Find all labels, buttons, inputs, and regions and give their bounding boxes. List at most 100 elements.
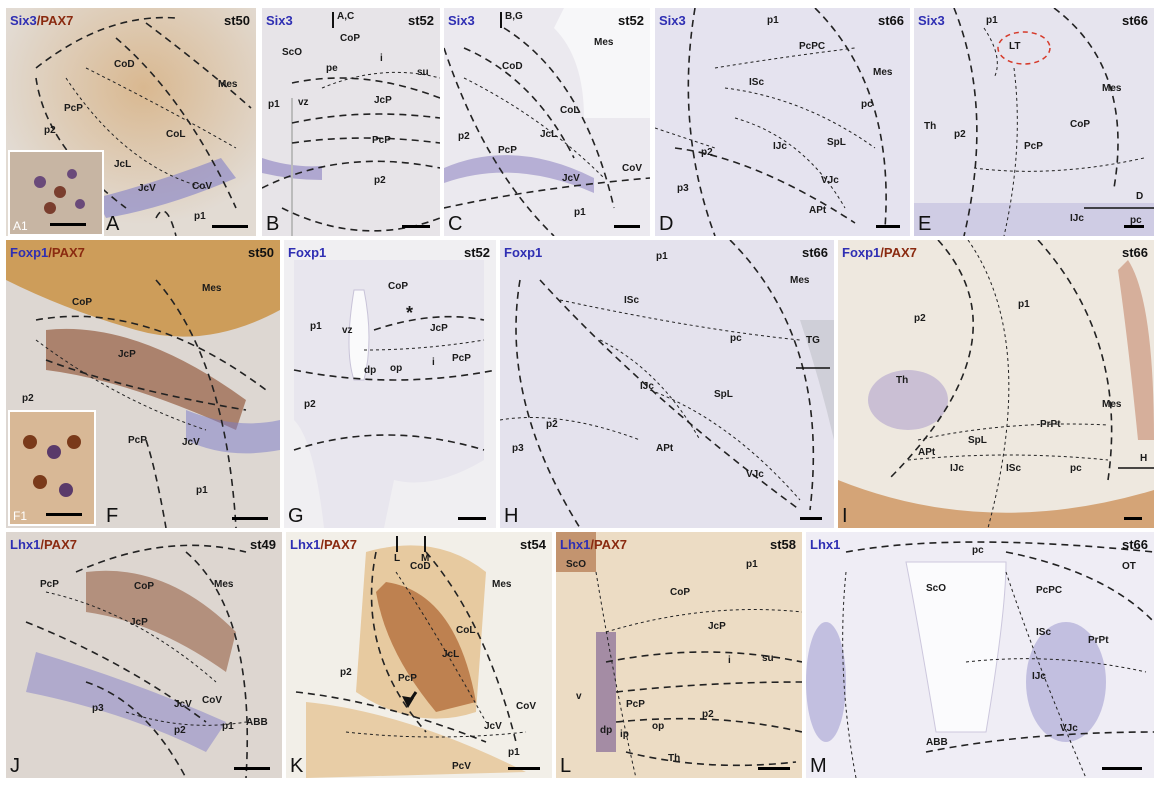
scale-bar [234, 767, 270, 770]
region-label: JcP [374, 95, 392, 106]
stain-foxp1: Foxp1 [10, 245, 49, 260]
stage-label: st66 [1121, 13, 1148, 28]
panel-f: Foxp1/PAX7 st50 CoP Mes JcP p2 PcP JcV p… [6, 240, 280, 528]
scale-bar [800, 517, 822, 520]
panel-letter: E [918, 213, 932, 235]
panel-c-tissue [444, 8, 650, 236]
region-label: CoL [560, 105, 580, 116]
region-label: VJc [821, 175, 839, 186]
region-label: CoL [166, 129, 186, 140]
scale-bar [50, 223, 86, 226]
panel-h: Foxp1 st66 p1 Mes ISc pc TG IJc SpL p2 p… [500, 240, 834, 528]
region-label: p2 [44, 125, 56, 136]
stain-pax7: PAX7 [323, 537, 357, 552]
region-label: VJc [1060, 723, 1078, 734]
region-label: Mes [202, 283, 222, 294]
panel-l: Lhx1/PAX7 st58 ScO CoP p1 JcP i su v PcP… [556, 532, 802, 778]
section-marker [332, 12, 334, 28]
region-label: PcP [498, 145, 517, 156]
region-label: su [417, 67, 429, 78]
inset-f1: F1 [8, 410, 96, 526]
region-label: p2 [22, 393, 34, 404]
region-label: op [652, 721, 665, 732]
region-label: SpL [827, 137, 846, 148]
region-label: dp [364, 365, 377, 376]
section-marker-label: A,C [337, 11, 355, 22]
region-label: p1 [1018, 299, 1030, 310]
region-label: CoL [456, 625, 476, 636]
stain-pax7: PAX7 [40, 13, 74, 28]
region-label: p2 [914, 313, 926, 324]
stain-six3: Six3 [659, 13, 686, 28]
region-label: LT [1009, 41, 1021, 52]
region-label: OT [1122, 561, 1136, 572]
scale-bar [758, 767, 790, 770]
region-label: CoP [1070, 119, 1090, 130]
region-label: PcPC [799, 41, 826, 52]
scale-bar [232, 517, 268, 520]
region-label: APt [809, 205, 827, 216]
region-label: p1 [310, 321, 322, 332]
panel-e: Six3 st66 p1 LT Mes Th p2 CoP PcP IJc pc… [914, 8, 1154, 236]
stage-label: st66 [1121, 537, 1148, 552]
region-label: p2 [546, 419, 558, 430]
region-label: JcV [562, 173, 580, 184]
panel-g: Foxp1 st52 CoP * p1 vz JcP dp op i PcP p… [284, 240, 496, 528]
stain-six3: Six3 [10, 13, 37, 28]
stage-label: st49 [249, 537, 276, 552]
region-label: ScO [926, 583, 947, 594]
panel-letter: C [448, 213, 463, 235]
stain-lhx1: Lhx1 [10, 537, 41, 552]
region-label: Mes [1102, 83, 1122, 94]
stain-foxp1: Foxp1 [288, 245, 327, 260]
scale-bar [1102, 767, 1142, 770]
region-label: IJc [1032, 671, 1046, 682]
region-label: p1 [656, 251, 668, 262]
region-label: pc [972, 545, 984, 556]
panel-g-tissue [293, 260, 496, 528]
region-label: PcV [452, 761, 471, 772]
region-label: ABB [926, 737, 948, 748]
panel-m-tissue [806, 541, 1154, 778]
region-label: p1 [268, 99, 280, 110]
stain-lhx1: Lhx1 [290, 537, 321, 552]
region-label: Mes [594, 37, 614, 48]
region-label: p1 [767, 15, 779, 26]
region-label: p1 [222, 721, 234, 732]
inset-label: F1 [13, 509, 28, 523]
panel-b: Six3 st52 A,C ScO CoP pe i su p1 vz JcP … [262, 8, 440, 236]
region-label: dp [600, 725, 613, 736]
panel-letter: D [659, 213, 674, 235]
region-label: ISc [624, 295, 640, 306]
region-label: CoD [410, 561, 431, 572]
region-label: p1 [196, 485, 208, 496]
panel-j: Lhx1/PAX7 st49 PcP CoP Mes JcP p3 JcV Co… [6, 532, 282, 778]
region-label: Mes [492, 579, 512, 590]
region-label: p3 [677, 183, 689, 194]
region-label: CoV [622, 163, 642, 174]
region-label: ScO [282, 47, 303, 58]
stain-six3: Six3 [918, 13, 945, 28]
panel-letter: I [842, 505, 848, 527]
panel-d: Six3 st66 p1 PcPC Mes ISc pc IJc SpL p2 … [655, 8, 910, 236]
region-label: CoV [202, 695, 222, 706]
stain-foxp1: Foxp1 [842, 245, 881, 260]
region-label: p1 [746, 559, 758, 570]
region-label: JcL [114, 159, 132, 170]
scale-bar [876, 225, 900, 228]
region-label: PcP [452, 353, 471, 364]
region-label: p1 [194, 211, 206, 222]
region-label: p2 [340, 667, 352, 678]
region-label: p1 [508, 747, 520, 758]
stain-pax7: PAX7 [51, 245, 85, 260]
stain-six3: Six3 [266, 13, 293, 28]
region-label: CoP [670, 587, 690, 598]
panel-h-tissue [500, 240, 834, 528]
region-label: IJc [950, 463, 964, 474]
stain-pax7: PAX7 [883, 245, 917, 260]
section-marker-label: D [1136, 191, 1144, 202]
region-label: vz [298, 97, 309, 108]
region-label: i [728, 655, 731, 666]
stain-six3: Six3 [448, 13, 475, 28]
region-label: pe [326, 63, 338, 74]
